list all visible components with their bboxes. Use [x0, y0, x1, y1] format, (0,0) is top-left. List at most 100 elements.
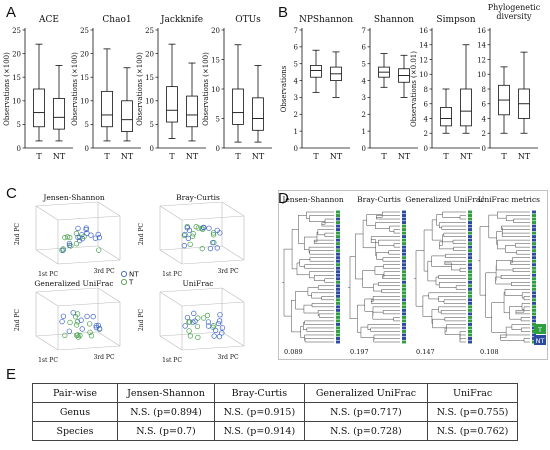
dendrogram-title: Generalized UniFrac — [405, 195, 484, 204]
sample-point — [215, 320, 222, 327]
y-tick-label: 0 — [362, 145, 366, 153]
leaf-label-cell — [532, 214, 536, 217]
x-tick-label: NT — [398, 152, 411, 161]
sample-point — [214, 245, 220, 251]
y-tick-label: 1 — [362, 128, 366, 136]
x-tick-label: NT — [518, 152, 531, 161]
leaf-label-cell — [468, 308, 472, 312]
leaf-label-cell — [402, 333, 406, 337]
pcoa-z-label: 3rd PC — [217, 354, 238, 361]
y-tick-label: 7 — [362, 27, 366, 35]
leaf-label-cell — [336, 280, 340, 284]
sample-point — [210, 232, 217, 238]
y-tick-label: 4 — [424, 115, 429, 123]
leaf-label-cell — [336, 235, 340, 239]
frame-line — [57, 345, 121, 351]
leaf-label-cell — [532, 238, 536, 242]
leaf-label-cell — [336, 214, 340, 217]
frame-line — [221, 201, 245, 217]
sample-point — [88, 333, 95, 339]
sample-point — [84, 313, 90, 320]
y-tick-label: 2 — [424, 130, 428, 138]
leaf-label-cell — [402, 217, 406, 221]
sample-point — [74, 319, 81, 325]
sample-point — [216, 318, 223, 324]
leaf-label-cell — [532, 228, 536, 232]
leaf-label-cell — [468, 263, 472, 267]
frame-line — [221, 245, 245, 261]
sample-point — [219, 330, 225, 336]
scale-value: 0.108 — [480, 348, 499, 356]
sample-point — [74, 332, 80, 338]
sample-point — [187, 333, 194, 339]
leaf-label-cell — [532, 249, 536, 253]
boxplot-5: NPShannon 0 1 2 3 4 5 6 7 Observations T NT — [280, 15, 353, 161]
table-row: Species N.S. (p=0.7) N.S. (p=0.914) N.S.… — [32, 421, 518, 441]
leaf-label-cell — [468, 319, 472, 323]
leaf-label-cell — [336, 315, 340, 319]
leaf-label-cell — [402, 210, 406, 214]
legend-marker — [120, 270, 128, 278]
sample-point — [211, 323, 217, 329]
leaf-label-cell — [402, 249, 406, 253]
sample-point — [78, 317, 84, 323]
y-tick-label: 1 — [294, 128, 298, 136]
sample-point — [195, 334, 201, 341]
y-tick-label: 6 — [424, 101, 429, 109]
leaf-label-cell — [336, 284, 340, 288]
leaf-label-cell — [532, 263, 536, 267]
legend-label: T — [128, 279, 134, 287]
frame-line — [159, 205, 183, 221]
sample-point — [60, 313, 67, 319]
sample-point — [64, 234, 71, 240]
dendrogram-legend: T NT — [534, 324, 546, 345]
leaf-label-cell — [336, 337, 340, 340]
sample-point — [186, 328, 192, 334]
leaf-label-cell — [402, 228, 406, 232]
sample-point — [182, 231, 188, 238]
y-tick-label: 7 — [294, 27, 298, 35]
box — [33, 88, 45, 128]
frame-line — [181, 259, 245, 265]
boxplot-7: Simpson 0 2 4 6 8 10 12 14 16 Observations (×0.01)… — [410, 15, 480, 161]
leaf-label-cell — [468, 330, 472, 333]
leaf-label-cell — [532, 242, 536, 246]
box — [121, 100, 133, 132]
sample-point — [77, 234, 83, 241]
leaf-label-cell — [402, 340, 406, 344]
chart-title: diversity — [496, 12, 532, 21]
sample-point — [181, 232, 187, 239]
sample-point — [92, 235, 99, 241]
boxplot-2: Chao1 0 5 10 15 20 25 Observations (×100) T NT — [71, 15, 141, 161]
leaf-label-cell — [468, 291, 472, 295]
leaf-label-cell — [336, 224, 340, 228]
y-tick-label: 0 — [216, 145, 220, 153]
y-tick-label: 20 — [12, 50, 21, 58]
pcoa-plot-3: Generalized UniFrac 2nd PC 1st PC 3rd PC — [14, 279, 121, 364]
sample-point — [68, 243, 74, 249]
box — [252, 97, 264, 131]
leaf-label-cell — [532, 301, 536, 305]
frame-line — [35, 291, 59, 307]
pcoa-plot-2: Bray-Curtis 2nd PC 1st PC 3rd PC — [138, 193, 245, 278]
leaf-label-cell — [336, 266, 340, 270]
leaf-label-cell — [336, 245, 340, 249]
pcoa-y-label: 2nd PC — [138, 223, 145, 245]
leaf-label-cell — [468, 277, 472, 281]
x-tick-label: T — [235, 152, 241, 161]
sample-point — [77, 332, 83, 339]
leaf-label-cell — [468, 252, 472, 256]
leaf-label-cell — [336, 330, 340, 333]
frame-line — [221, 331, 245, 347]
y-tick-label: 0 — [17, 145, 21, 153]
sample-point — [182, 323, 188, 329]
sample-point — [88, 232, 94, 238]
dendrogram-4: UniFrac metrics 0.108 — [478, 195, 540, 356]
sample-point — [87, 321, 93, 327]
leaf-label-cell — [468, 340, 472, 344]
frame-line — [97, 201, 121, 217]
frame-line — [57, 259, 121, 265]
dendrogram-title: Bray-Curtis — [357, 195, 401, 204]
dendrogram-1: Jensen-Shannon 0.089 — [281, 195, 344, 356]
